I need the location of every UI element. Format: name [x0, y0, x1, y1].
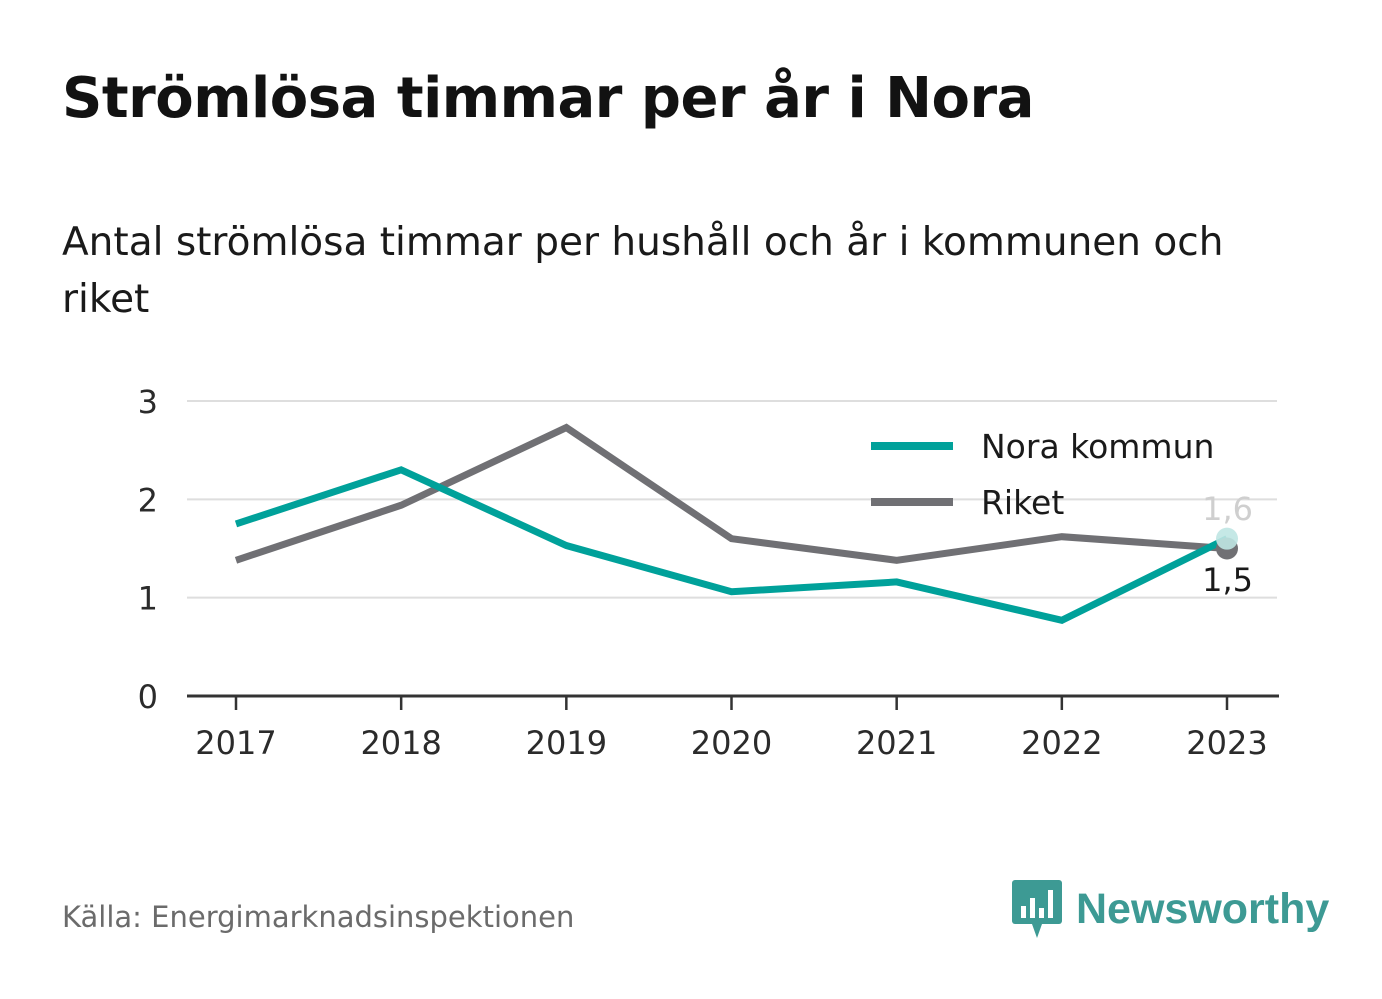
x-tick-label: 2022 — [1021, 724, 1102, 762]
x-tick-label: 2017 — [195, 724, 276, 762]
y-tick-label: 1 — [138, 580, 158, 618]
bar-chart-speech-bubble-icon — [1012, 880, 1062, 938]
x-tick-label: 2019 — [526, 724, 607, 762]
x-tick-label: 2023 — [1186, 724, 1267, 762]
end-label-riket: 1,5 — [1202, 561, 1253, 599]
series-line-riket — [234, 423, 1228, 564]
x-tick-label: 2021 — [856, 724, 937, 762]
y-tick-label: 2 — [138, 481, 158, 519]
y-tick-label: 0 — [138, 678, 158, 716]
series-line-nora-kommun — [234, 466, 1229, 624]
legend-label-riket: Riket — [981, 483, 1064, 522]
end-point-nora-kommun — [1216, 527, 1238, 550]
legend-label-nora-kommun: Nora kommun — [981, 427, 1214, 466]
x-tick-label: 2020 — [691, 724, 772, 762]
end-label-nora-kommun: 1,6 — [1202, 490, 1253, 528]
chart-title: Strömlösa timmar per år i Nora — [62, 66, 1034, 131]
y-tick-label: 3 — [138, 383, 158, 421]
chart-subtitle: Antal strömlösa timmar per hushåll och å… — [62, 220, 1224, 322]
source-note: Källa: Energimarknadsinspektionen — [62, 900, 575, 934]
brand-logo: Newsworthy — [1010, 878, 1329, 940]
brand-name: Newsworthy — [1076, 884, 1330, 933]
x-tick-label: 2018 — [360, 724, 441, 762]
